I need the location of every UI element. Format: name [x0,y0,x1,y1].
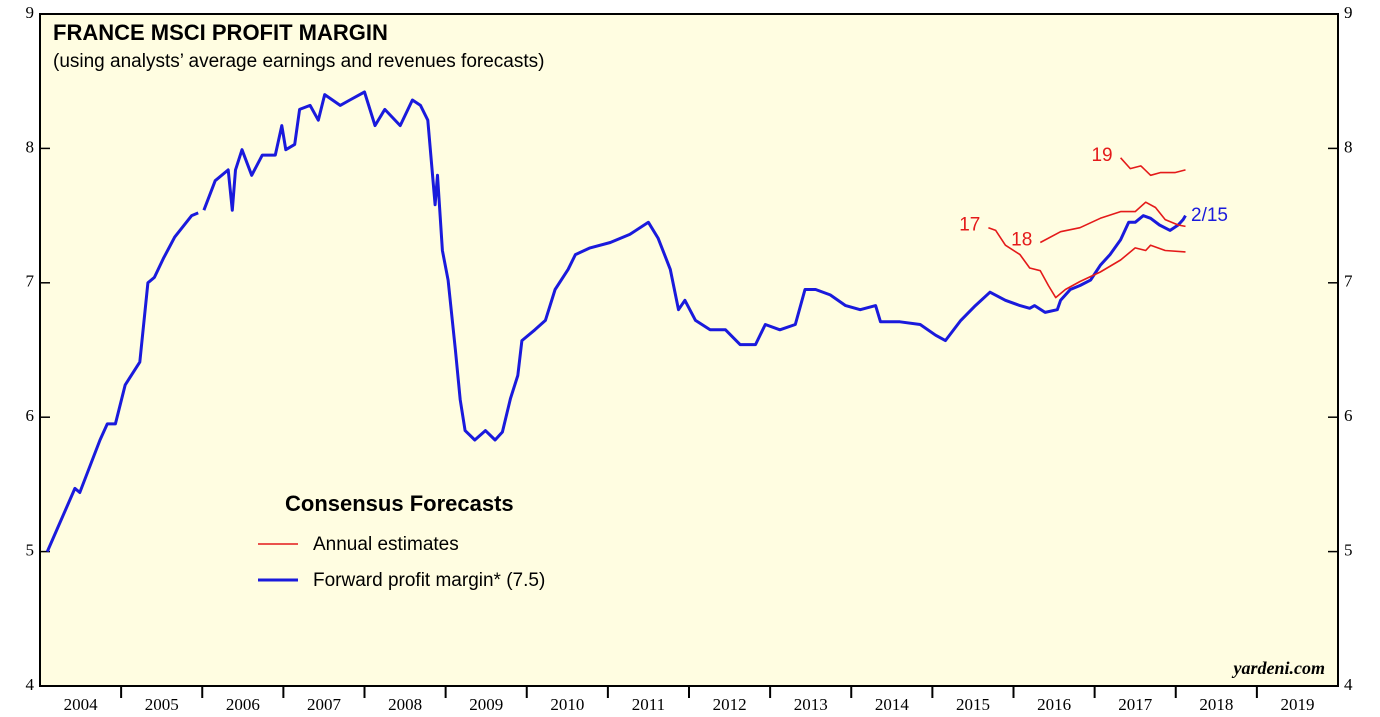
x-tick-label: 2016 [1037,695,1071,714]
x-tick-label: 2010 [550,695,584,714]
legend-label: Annual estimates [313,534,459,555]
legend-title: Consensus Forecasts [285,491,514,516]
x-tick-label: 2018 [1199,695,1233,714]
y-tick-label: 8 [26,137,35,156]
series-line [45,90,1187,553]
x-tick-label: 2006 [226,695,260,714]
x-tick-label: 2013 [794,695,828,714]
series-line [1120,157,1186,177]
y-tick-label: 6 [26,406,35,425]
source: yardeni.com [1232,658,1326,678]
y-tick-label: 5 [26,541,35,560]
plot-area [39,13,1339,687]
y-tick-label: 9 [26,3,35,22]
y-tick-label: 4 [26,675,35,694]
x-tick-label: 2012 [713,695,747,714]
y2-tick-label: 8 [1344,137,1353,156]
legend-label: Forward profit margin* (7.5) [313,570,545,591]
x-tick-label: 2017 [1118,695,1153,714]
series-line [988,226,1186,299]
chart-subtitle: (using analysts’ average earnings and re… [53,51,544,72]
y2-tick-label: 9 [1344,3,1353,22]
x-tick-label: 2004 [64,695,99,714]
x-tick-label: 2008 [388,695,422,714]
series-label: 17 [959,215,980,236]
series-line [1039,201,1186,244]
y2-tick-label: 7 [1344,272,1353,291]
x-tick-label: 2007 [307,695,342,714]
x-tick-label: 2019 [1280,695,1314,714]
y-tick-label: 7 [26,272,35,291]
x-tick-label: 2015 [956,695,990,714]
x-tick-label: 2011 [632,695,665,714]
y2-tick-label: 4 [1344,675,1353,694]
series-label: 18 [1011,229,1032,250]
x-tick-label: 2005 [145,695,179,714]
annotation: 2/15 [1191,205,1228,226]
x-tick-label: 2009 [469,695,503,714]
chart-title: FRANCE MSCI PROFIT MARGIN [53,20,388,45]
x-tick-label: 2014 [875,695,910,714]
y2-tick-label: 6 [1344,406,1353,425]
y2-tick-label: 5 [1344,541,1353,560]
series-label: 19 [1091,145,1112,166]
